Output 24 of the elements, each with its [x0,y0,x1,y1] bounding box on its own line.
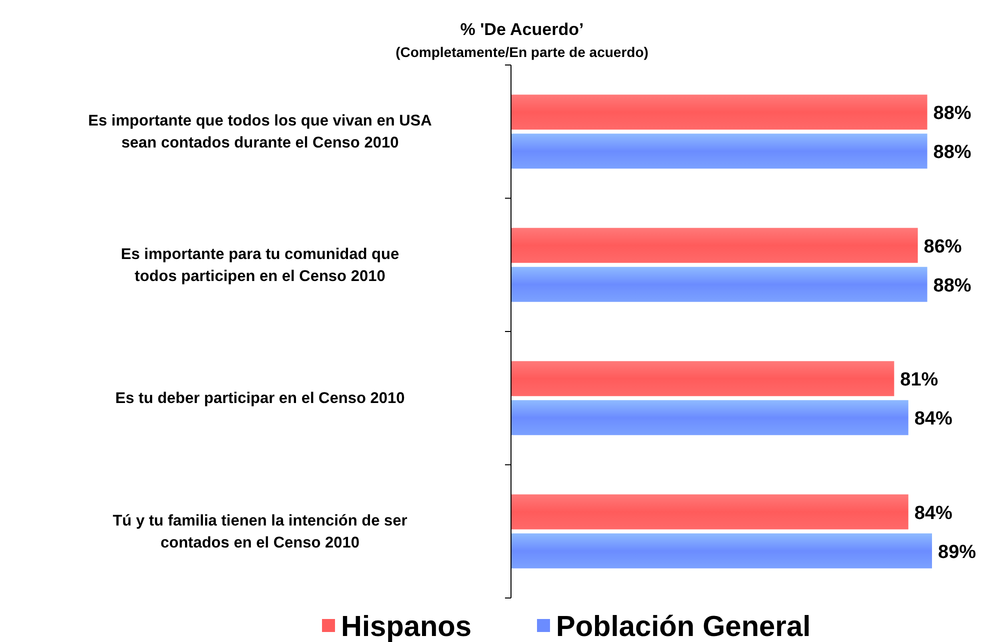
bar [511,228,918,263]
bar [511,94,928,130]
y-tick-label: Tú y tu familia tienen la intención de ser contados en el Censo 2010 [112,512,408,552]
bar [511,400,908,436]
data-label: 88% [933,103,972,124]
chart-title: % 'De Acuerdo’ [460,20,584,39]
data-label: 84% [914,502,952,524]
y-tick-label: Es importante para tu comunidad que todos participen en el Censo 2010 [120,246,400,285]
data-label: 89% [938,542,976,563]
data-label: 86% [924,236,962,258]
bar [511,266,928,302]
legend-label: Hispanos [341,611,472,642]
legend-label: Población General [556,611,811,642]
y-tick-label: Es importante que todos los que vivan en USA sean contados durante el Censo 2010 [88,112,432,152]
y-tick-label: Es tu deber participar en el Censo 2010 [115,390,405,408]
bar [511,134,928,169]
bar [511,494,908,530]
data-label: 81% [900,370,938,391]
bar [511,533,932,568]
bar [511,361,894,396]
data-label: 88% [933,275,972,296]
chart-subtitle: (Completamente/En parte de acuerdo) [396,44,648,60]
data-label: 88% [933,142,972,164]
data-label: 84% [914,408,952,430]
